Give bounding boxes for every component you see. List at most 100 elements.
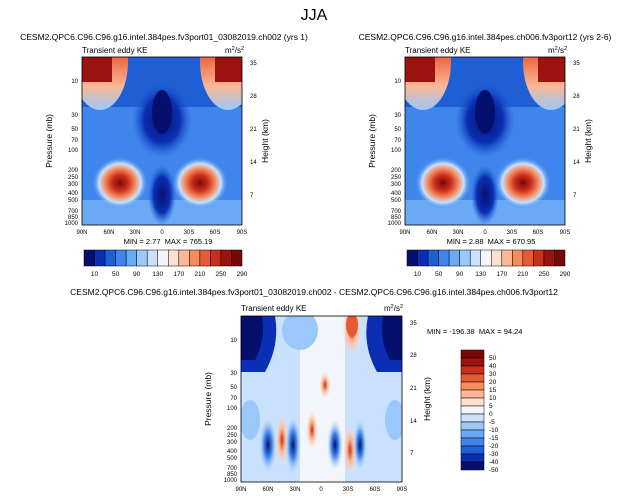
svg-text:30: 30 <box>230 371 237 377</box>
colorbar-swatch <box>83 249 95 267</box>
colorbar-label: 210 <box>517 271 528 278</box>
colorbar-label: 15 <box>489 387 497 394</box>
colorbar-label: 90 <box>133 271 141 278</box>
svg-text:14: 14 <box>250 160 257 166</box>
colorbar-swatch <box>220 249 232 267</box>
colorbar-swatch <box>522 249 534 267</box>
panel-3-subtitle: Transient eddy KE <box>241 304 307 313</box>
colorbar-label: 50 <box>435 271 443 278</box>
panel-1-colorbar: 10 50 90 130 170 210 250 290 <box>83 249 248 278</box>
colorbar-swatch <box>168 249 180 267</box>
svg-text:60N: 60N <box>262 487 273 493</box>
svg-text:250: 250 <box>227 433 238 439</box>
svg-text:30: 30 <box>71 113 78 119</box>
svg-text:90N: 90N <box>235 487 246 493</box>
svg-text:70: 70 <box>230 396 237 402</box>
colorbar-label: -50 <box>489 467 499 474</box>
colorbar-label: 90 <box>456 271 464 278</box>
svg-text:100: 100 <box>68 148 79 154</box>
svg-text:21: 21 <box>410 386 417 392</box>
colorbar-label: 20 <box>489 379 497 386</box>
svg-text:850: 850 <box>227 472 238 478</box>
svg-text:7: 7 <box>250 193 254 199</box>
colorbar-swatch <box>157 249 169 267</box>
svg-text:90S: 90S <box>560 230 571 236</box>
colorbar-label: 30 <box>489 371 497 378</box>
panel-1-stats: MIN = 2.77 MAX = 765.19 <box>124 237 213 246</box>
colorbar-swatch <box>115 249 127 267</box>
svg-text:28: 28 <box>573 94 580 100</box>
svg-text:35: 35 <box>573 61 580 67</box>
colorbar-swatch <box>146 249 158 267</box>
svg-text:28: 28 <box>250 94 257 100</box>
panel-1-yticks: 10 30 50 70 100 200 250 300 400 500 700 … <box>65 79 79 227</box>
svg-text:10: 10 <box>230 338 237 344</box>
panel-2-y2label: Height (km) <box>583 119 593 163</box>
colorbar-swatch <box>460 437 485 447</box>
svg-text:50: 50 <box>394 127 401 133</box>
colorbar-label: 50 <box>112 271 120 278</box>
svg-text:500: 500 <box>68 198 79 204</box>
colorbar-label: 170 <box>496 271 507 278</box>
colorbar-swatch <box>231 249 243 267</box>
colorbar-label: 210 <box>194 271 205 278</box>
panel-2-stats: MIN = 2.88 MAX = 670.95 <box>447 237 536 246</box>
page-title: JJA <box>301 7 328 24</box>
colorbar-label: 50 <box>489 355 497 362</box>
colorbar-label: -20 <box>489 443 499 450</box>
svg-text:50: 50 <box>71 127 78 133</box>
svg-text:30S: 30S <box>507 230 518 236</box>
svg-text:30N: 30N <box>452 230 463 236</box>
panel-1-title: CESM2.QPC6.C96.C96.g16.intel.384pes.fv3p… <box>20 32 308 42</box>
panel-2-units: m2/s2 <box>548 46 567 55</box>
svg-text:14: 14 <box>573 160 580 166</box>
panel-1-y2label: Height (km) <box>260 119 270 163</box>
colorbar-swatch <box>460 373 485 383</box>
colorbar-swatch <box>438 249 450 267</box>
colorbar-swatch <box>512 249 524 267</box>
svg-text:0: 0 <box>319 487 323 493</box>
colorbar-label: 250 <box>539 271 550 278</box>
colorbar-swatch <box>94 249 106 267</box>
colorbar-label: -40 <box>489 459 499 466</box>
svg-text:30N: 30N <box>129 230 140 236</box>
panel-2-colorbar: 10 50 90 130 170 210 250 290 <box>406 249 571 278</box>
panel-3-units: m2/s2 <box>384 304 403 313</box>
svg-text:70: 70 <box>71 138 78 144</box>
svg-text:90N: 90N <box>76 230 87 236</box>
svg-text:30N: 30N <box>289 487 300 493</box>
svg-text:1000: 1000 <box>224 478 238 484</box>
colorbar-label: 10 <box>489 395 497 402</box>
colorbar-swatch <box>199 249 211 267</box>
svg-text:400: 400 <box>227 449 238 455</box>
panel-1: CESM2.QPC6.C96.C96.g16.intel.384pes.fv3p… <box>20 32 308 278</box>
svg-text:21: 21 <box>573 127 580 133</box>
colorbar-swatch <box>460 461 485 471</box>
panel-1-units: m2/s2 <box>225 46 244 55</box>
panel-3-y2label: Height (km) <box>422 377 432 421</box>
colorbar-swatch <box>460 389 485 399</box>
panel-2: CESM2.QPC6.C96.C96.g16.intel.384pes.ch00… <box>359 32 612 278</box>
svg-text:1000: 1000 <box>388 221 402 227</box>
svg-text:90N: 90N <box>399 230 410 236</box>
colorbar-swatch <box>554 249 566 267</box>
colorbar-label: 290 <box>560 271 571 278</box>
colorbar-swatch <box>459 249 471 267</box>
svg-text:7: 7 <box>573 193 577 199</box>
colorbar-swatch <box>417 249 429 267</box>
svg-text:35: 35 <box>410 321 417 327</box>
colorbar-label: -30 <box>489 451 499 458</box>
colorbar-swatch <box>469 249 481 267</box>
svg-text:21: 21 <box>250 127 257 133</box>
svg-text:30S: 30S <box>343 487 354 493</box>
colorbar-label: 290 <box>237 271 248 278</box>
panel-1-ylabel: Pressure (mb) <box>44 114 54 168</box>
panel-3-ylabel: Pressure (mb) <box>203 372 213 426</box>
svg-text:28: 28 <box>410 353 417 359</box>
svg-text:60S: 60S <box>370 487 381 493</box>
svg-text:10: 10 <box>71 79 78 85</box>
svg-text:500: 500 <box>391 198 402 204</box>
panel-3-field <box>241 316 402 482</box>
svg-text:1000: 1000 <box>65 221 79 227</box>
